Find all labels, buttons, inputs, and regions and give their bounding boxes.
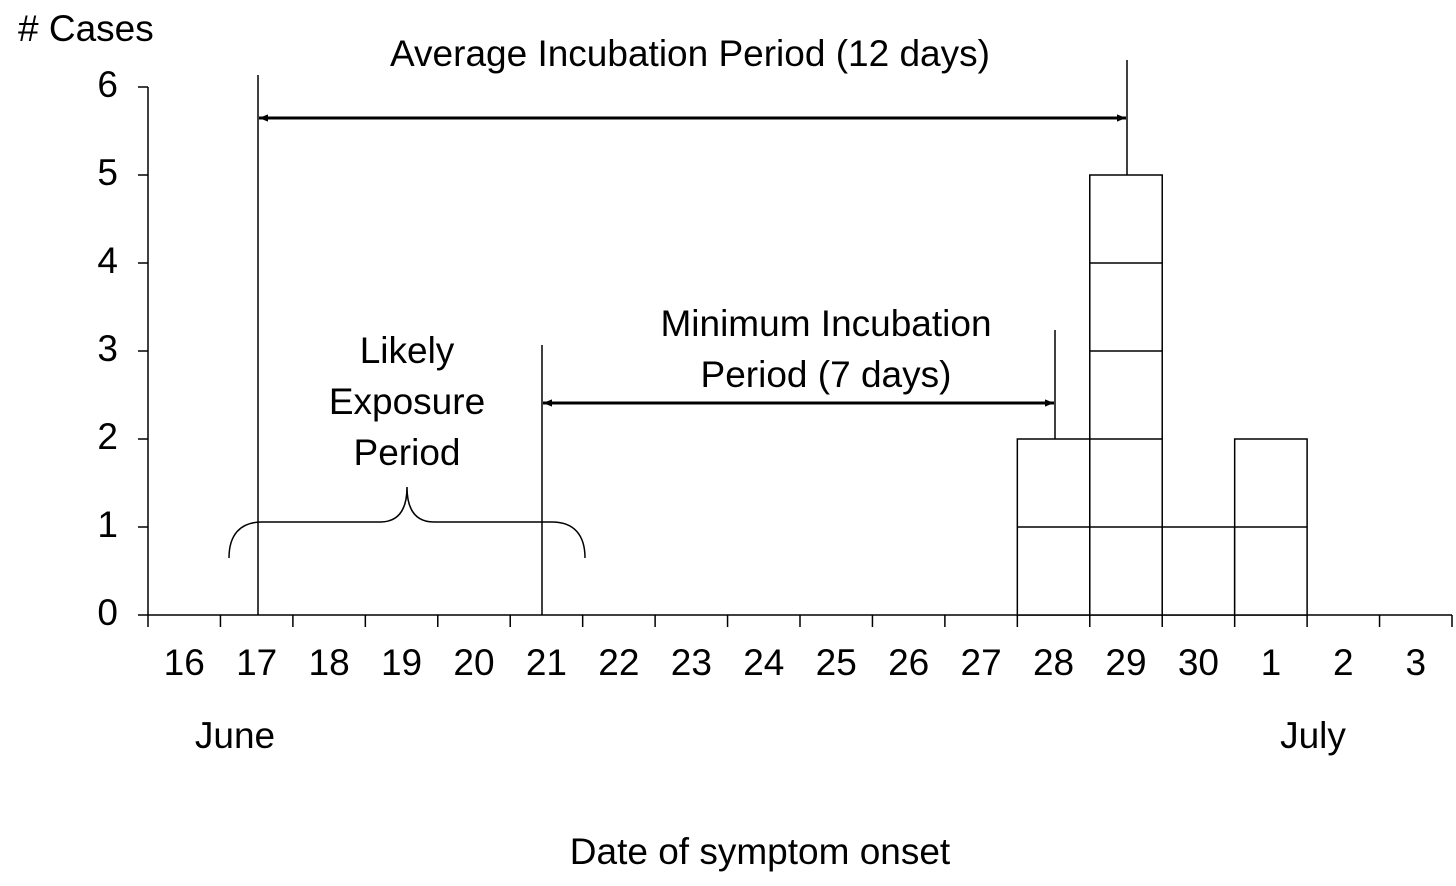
bar [1161, 526, 1236, 616]
x-tick-label: 1 [1261, 642, 1282, 683]
x-tick-label: 23 [671, 642, 712, 683]
x-tick-label: 17 [236, 642, 277, 683]
y-tick-label: 4 [97, 240, 118, 281]
x-tick-label: 27 [961, 642, 1002, 683]
y-tick-label: 1 [97, 504, 118, 545]
x-tick-label: 16 [164, 642, 205, 683]
month-label: July [1280, 715, 1346, 756]
annotation: Exposure [329, 381, 485, 422]
x-axis-label: Date of symptom onset [570, 831, 951, 872]
x-tick-label: 29 [1105, 642, 1146, 683]
x-tick-label: 22 [598, 642, 639, 683]
x-tick-label: 24 [743, 642, 784, 683]
x-tick-label: 18 [309, 642, 350, 683]
x-tick-label: 26 [888, 642, 929, 683]
annotation: Likely [360, 330, 455, 371]
brace [228, 486, 586, 559]
x-tick-label: 19 [381, 642, 422, 683]
x-tick-label: 25 [816, 642, 857, 683]
bar [1089, 174, 1163, 616]
y-tick-label: 6 [97, 64, 118, 105]
y-axis-label: # Cases [18, 8, 154, 49]
month-label: June [195, 715, 275, 756]
x-tick-label: 2 [1333, 642, 1354, 683]
x-tick-label: 20 [453, 642, 494, 683]
annotation: Minimum Incubation [660, 303, 991, 344]
x-tick-label: 3 [1405, 642, 1426, 683]
x-tick-label: 28 [1033, 642, 1074, 683]
annotation: Average Incubation Period (12 days) [390, 33, 990, 74]
y-tick-label: 5 [97, 152, 118, 193]
annotation: Period [354, 432, 461, 473]
x-tick-label: 21 [526, 642, 567, 683]
annotation: Period (7 days) [701, 354, 952, 395]
y-tick-label: 3 [97, 328, 118, 369]
y-tick-label: 2 [97, 416, 118, 457]
y-tick-label: 0 [97, 592, 118, 633]
x-tick-label: 30 [1178, 642, 1219, 683]
